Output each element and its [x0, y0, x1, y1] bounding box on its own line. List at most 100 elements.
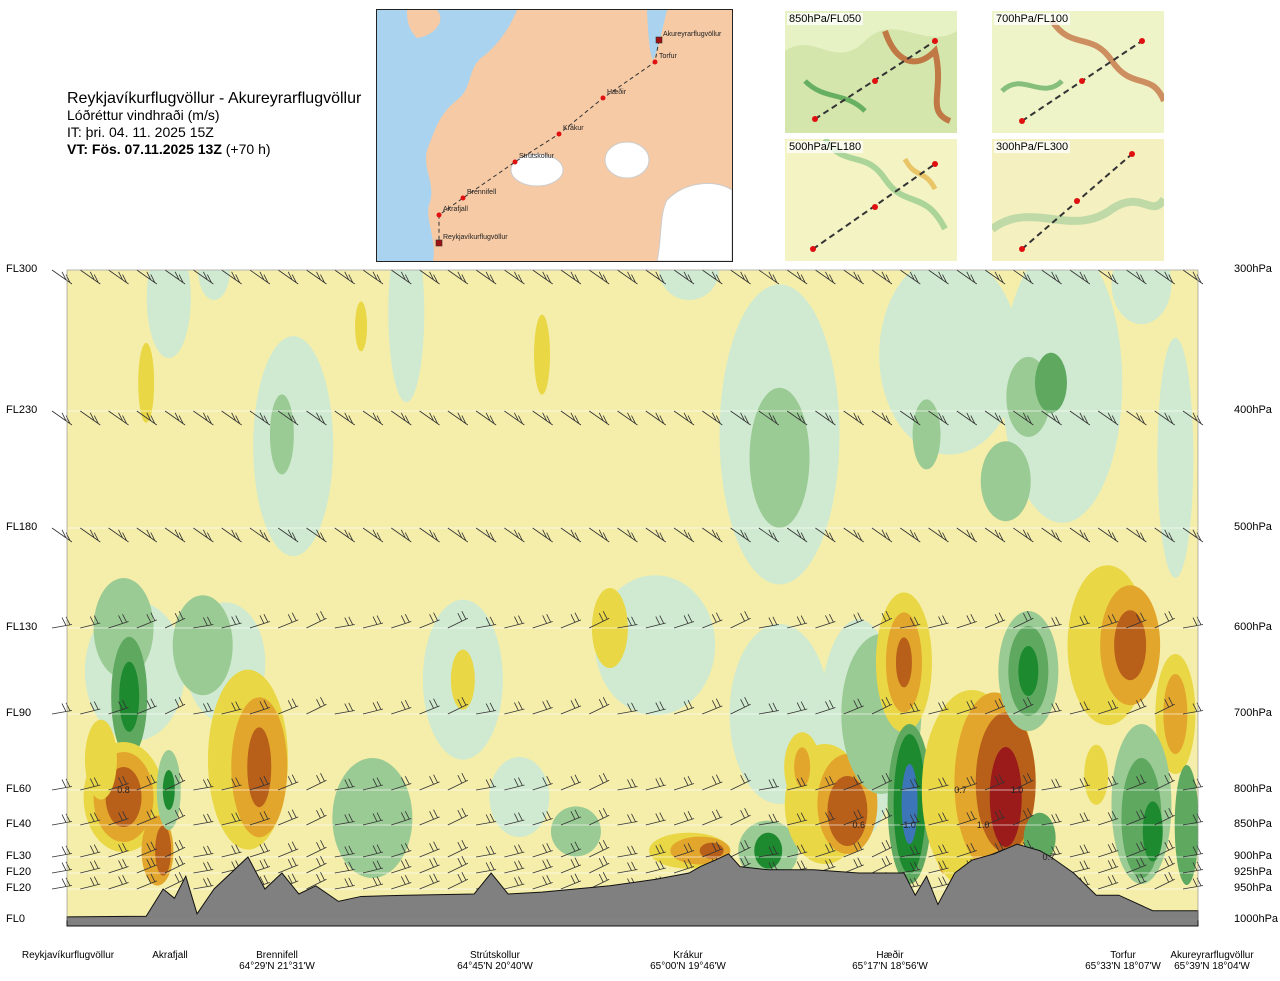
wind-barb [673, 842, 695, 858]
wind-barb [645, 615, 666, 629]
wind-barb [164, 410, 186, 426]
wind-barb [362, 876, 384, 890]
thumbnail-300[interactable]: 300hPa/FL300 [992, 139, 1164, 261]
wind-barb [560, 527, 582, 543]
wind-barb [645, 777, 666, 791]
map-route: Akureyrarflugvöllur Torfur Hæðir Krákur Strú… [435, 31, 722, 247]
wind-barb [532, 842, 553, 858]
wind-barb [871, 611, 893, 629]
wind-barb [391, 842, 412, 858]
wind-barb [136, 873, 157, 890]
wind-barb [193, 410, 214, 426]
wind-barb [193, 877, 214, 890]
location-coord: 64°29'N 21°31'W [239, 961, 315, 972]
location-label: Hæðir 65°17'N 18°56'W [852, 950, 928, 972]
wind-barb [589, 808, 610, 826]
wind-barb [1126, 269, 1147, 285]
contour-value-label: 1.0 [903, 820, 916, 830]
field-contour [901, 764, 918, 844]
field-contour [138, 342, 155, 423]
wind-barb [1041, 269, 1062, 285]
field-contour [119, 661, 140, 732]
wind-barb [928, 269, 949, 285]
wind-barb [560, 809, 582, 826]
wind-barb [1182, 778, 1204, 791]
wind-barb [1069, 615, 1090, 629]
wind-barb [306, 872, 327, 890]
wind-barb [1013, 611, 1034, 629]
wind-barb [447, 269, 469, 285]
wind-barb [589, 697, 610, 715]
wind-barb [1098, 613, 1119, 629]
wind-barb [900, 845, 921, 858]
wind-barb [928, 527, 949, 543]
wind-barb [164, 872, 186, 890]
field-contour [84, 719, 117, 800]
wind-barb [758, 845, 779, 858]
wind-barb [278, 698, 299, 715]
flight-level-label: FL130 [6, 621, 38, 633]
field-contour [989, 747, 1022, 847]
wind-barb [419, 857, 440, 874]
wind-barb [843, 774, 864, 791]
thumbnail-850[interactable]: 850hPa/FL050 [785, 11, 957, 133]
wind-barb [193, 527, 214, 543]
field-contour [1018, 646, 1039, 696]
map-airport-marker [435, 239, 443, 247]
wind-barb [1126, 841, 1147, 858]
valid-time-offset: (+70 h) [225, 141, 271, 157]
wind-barb [1154, 611, 1175, 629]
issue-time: IT: þri. 04. 11. 2025 15Z [67, 124, 214, 140]
wind-barb [108, 410, 129, 426]
location-name: Brennifell [256, 950, 298, 961]
wind-barb [702, 698, 723, 715]
cross-section-chart: 0.8 0.6 1.0 0.7 1.0 1.0 0.7 [51, 269, 1204, 927]
wind-barb [80, 844, 101, 858]
map-point-label: Akrafjall [443, 206, 468, 213]
wind-barb [843, 410, 864, 426]
wind-barb [1182, 616, 1204, 629]
wind-barb [504, 876, 525, 890]
wind-barb [900, 527, 921, 543]
wind-barb [617, 778, 638, 791]
wind-barb [447, 773, 469, 791]
location-name: Reykjavíkurflugvöllur [21, 950, 115, 961]
wind-barb [758, 269, 780, 285]
wind-barb [758, 702, 779, 715]
wind-barb [645, 812, 666, 826]
wind-barb [51, 269, 73, 285]
wind-barb [815, 527, 836, 543]
wind-barb [1182, 813, 1204, 826]
wind-barb [447, 410, 469, 426]
wind-barb [900, 813, 921, 826]
wind-barb [1154, 840, 1175, 858]
thumb-500-label: 500hPa/FL180 [787, 141, 864, 153]
wind-barb [504, 844, 525, 858]
wind-barb [1126, 774, 1147, 791]
wind-barb [815, 842, 836, 858]
thumbnail-700[interactable]: 700hPa/FL100 [992, 11, 1164, 133]
wind-barb [475, 410, 497, 426]
wind-barb [645, 844, 666, 858]
wind-barb [900, 861, 921, 874]
wind-barb [1098, 874, 1119, 890]
wind-barb [277, 410, 299, 426]
field-contour [794, 747, 811, 788]
wind-barb [447, 872, 469, 890]
wind-barb [928, 812, 949, 826]
wind-barb [560, 841, 582, 858]
wind-barb [249, 269, 271, 285]
wind-barb [532, 858, 553, 874]
location-name: Hæðir [876, 950, 904, 961]
wind-barb [560, 857, 582, 874]
field-contour [550, 806, 601, 857]
field-contour [749, 387, 810, 528]
wind-barb [334, 527, 355, 543]
thumb-300-art [992, 139, 1164, 261]
thumb-700-art [992, 11, 1164, 133]
wind-barb [504, 701, 525, 715]
map-point-marker [556, 131, 562, 137]
wind-barb [1154, 527, 1175, 543]
thumbnail-500[interactable]: 500hPa/FL180 [785, 139, 957, 261]
wind-barb [1154, 773, 1175, 791]
